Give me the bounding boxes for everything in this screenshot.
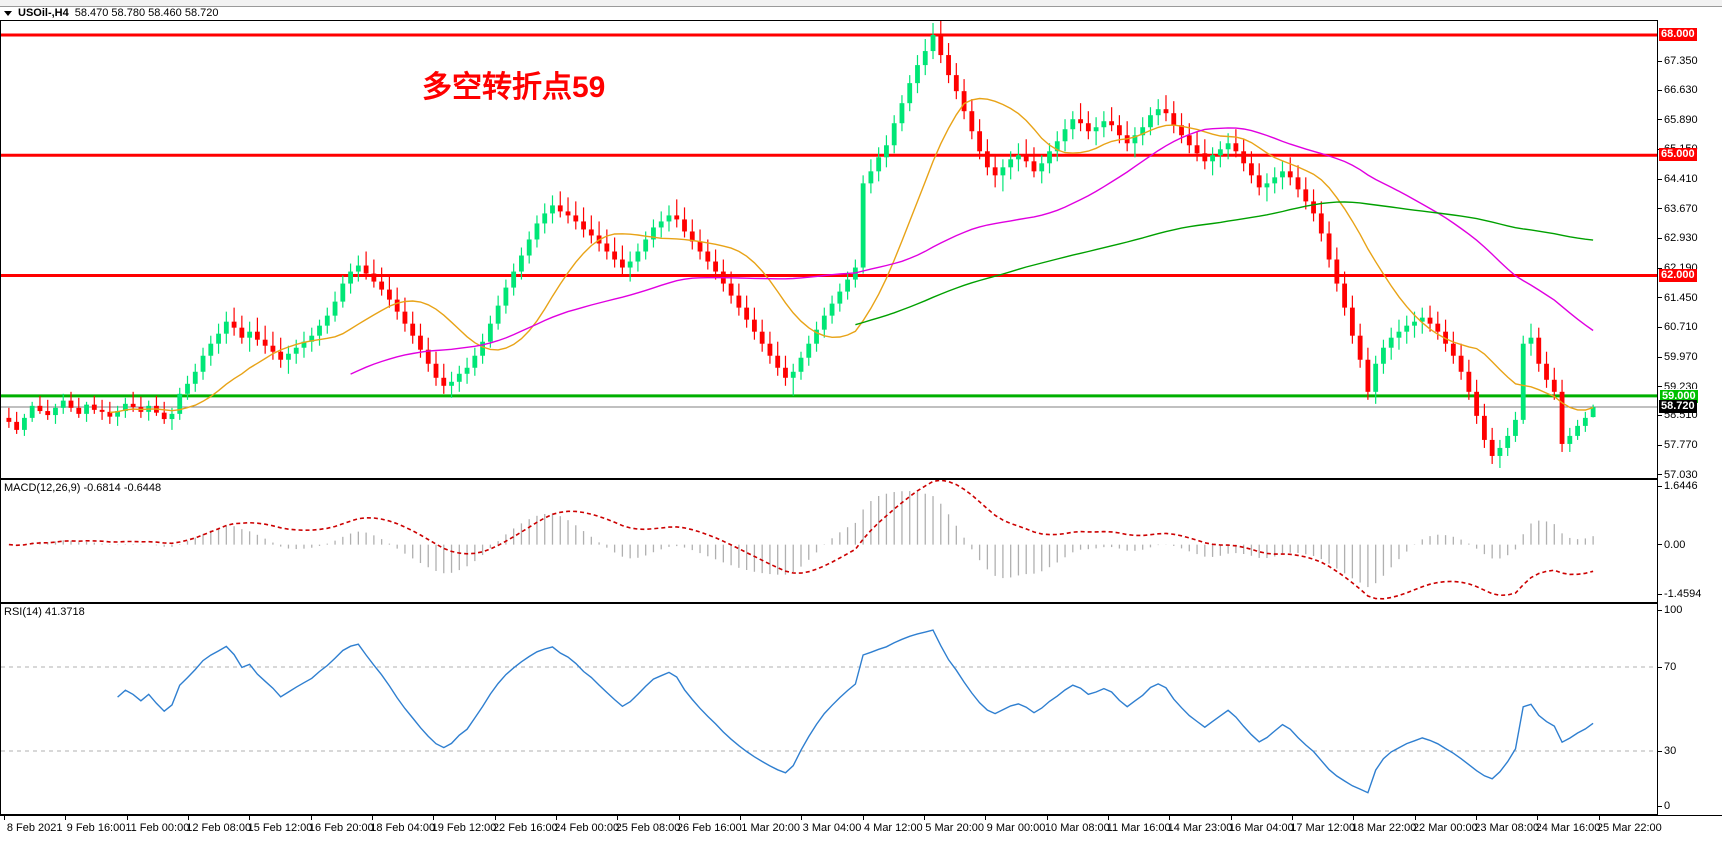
macd-axis: 1.6446 0.00 -1.4594 <box>1658 479 1722 603</box>
time-axis-separator <box>188 816 189 820</box>
rsi-axis-tick: 30 <box>1658 745 1676 757</box>
macd-axis-tick: -1.4594 <box>1658 588 1701 600</box>
time-axis-label: 8 Feb 2021 <box>6 822 63 834</box>
time-axis-label: 16 Mar 04:00 <box>1228 822 1294 834</box>
macd-label: MACD(12,26,9) -0.6814 -0.6448 <box>4 482 162 494</box>
time-axis-separator <box>372 816 373 820</box>
price-axis-tick: 57.770 <box>1658 439 1698 451</box>
price-axis-tick: 57.030 <box>1658 469 1698 481</box>
time-axis-separator <box>494 816 496 820</box>
time-axis-separator <box>126 816 128 820</box>
time-axis-separator <box>1537 816 1539 820</box>
macd-axis-tick: 0.00 <box>1658 539 1685 551</box>
time-axis-label: 14 Mar 23:00 <box>1167 822 1233 834</box>
time-axis-separator <box>617 816 619 820</box>
time-axis-separator <box>556 816 557 820</box>
time-axis-separator <box>1108 816 1109 820</box>
time-axis-label: 15 Feb 12:00 <box>247 822 313 834</box>
time-axis-separator <box>862 816 864 820</box>
time-axis-separator <box>1292 816 1293 820</box>
rsi-canvas <box>1 629 1657 794</box>
triangle-down-icon[interactable] <box>4 10 12 16</box>
symbol-header: USOil-,H4 58.470 58.780 58.460 58.720 <box>0 6 218 20</box>
time-axis-separator <box>740 816 741 820</box>
rsi-axis-tick: 70 <box>1658 661 1676 673</box>
price-axis-tick: 59.970 <box>1658 351 1698 363</box>
macd-canvas <box>8 480 1594 600</box>
time-axis-separator <box>678 816 680 820</box>
time-axis[interactable]: 8 Feb 2021 9 Feb 16:00 11 Feb 00:00 12 Feb … <box>0 815 1722 841</box>
time-axis-label: 24 Feb 00:00 <box>554 822 620 834</box>
time-axis-label: 3 Mar 04:00 <box>802 822 862 834</box>
time-axis-separator <box>249 816 251 820</box>
time-axis-label: 12 Feb 08:00 <box>186 822 252 834</box>
price-level-badge[interactable]: 65.000 <box>1659 148 1697 162</box>
time-axis-label: 9 Mar 00:00 <box>986 822 1046 834</box>
price-axis-tick: 63.670 <box>1658 203 1698 215</box>
time-axis-separator <box>1598 816 1600 820</box>
rsi-axis-tick: 0 <box>1658 800 1670 812</box>
time-axis-label: 22 Mar 00:00 <box>1412 822 1478 834</box>
price-level-badge[interactable]: 62.000 <box>1659 268 1697 282</box>
price-chart-canvas <box>1 21 1657 468</box>
time-axis-label: 16 Feb 20:00 <box>308 822 374 834</box>
time-axis-label: 4 Mar 12:00 <box>863 822 923 834</box>
time-axis-label: 10 Mar 08:00 <box>1044 822 1110 834</box>
price-axis-tick: 62.930 <box>1658 232 1698 244</box>
price-chart-panel[interactable] <box>0 20 1658 479</box>
time-axis-separator <box>4 816 5 820</box>
time-axis-separator <box>65 816 67 820</box>
price-axis-tick: 67.350 <box>1658 55 1698 67</box>
chart-annotation-text: 多空转折点59 <box>422 71 606 104</box>
rsi-label: RSI(14) 41.3718 <box>4 606 85 618</box>
time-axis-label: 26 Feb 16:00 <box>676 822 742 834</box>
time-axis-label: 18 Feb 04:00 <box>370 822 436 834</box>
symbol-label: USOil-,H4 <box>18 7 69 19</box>
time-axis-separator <box>310 816 312 820</box>
time-axis-separator <box>1046 816 1048 820</box>
time-axis-label: 19 Feb 12:00 <box>431 822 497 834</box>
time-axis-label: 1 Mar 20:00 <box>741 822 801 834</box>
current-price-badge: 58.720 <box>1659 400 1697 414</box>
time-axis-separator <box>924 816 925 820</box>
time-axis-label: 18 Mar 22:00 <box>1351 822 1417 834</box>
macd-axis-tick: 1.6446 <box>1658 480 1698 492</box>
time-axis-separator <box>1230 816 1232 820</box>
price-axis-tick: 61.450 <box>1658 292 1698 304</box>
time-axis-separator <box>1414 816 1416 820</box>
rsi-axis-tick: 100 <box>1658 604 1682 616</box>
time-axis-label: 9 Feb 16:00 <box>66 822 126 834</box>
price-axis-tick: 60.710 <box>1658 321 1698 333</box>
time-axis-separator <box>801 816 803 820</box>
time-axis-label: 11 Mar 16:00 <box>1106 822 1171 834</box>
time-axis-label: 17 Mar 12:00 <box>1290 822 1356 834</box>
time-axis-label: 25 Mar 22:00 <box>1596 822 1662 834</box>
price-axis-tick: 65.890 <box>1658 114 1698 126</box>
rsi-axis: 100 70 30 0 <box>1658 603 1722 815</box>
time-axis-separator <box>1353 816 1355 820</box>
macd-panel[interactable] <box>0 479 1658 603</box>
price-axis-tick: 66.630 <box>1658 84 1698 96</box>
price-axis[interactable]: 67.35066.63065.89065.15064.41063.67062.9… <box>1658 20 1722 481</box>
time-axis-label: 5 Mar 20:00 <box>925 822 985 834</box>
window-chrome-strip <box>0 0 1722 7</box>
time-axis-separator <box>985 816 987 820</box>
time-axis-separator <box>433 816 435 820</box>
price-axis-tick: 64.410 <box>1658 173 1698 185</box>
ohlc-values: 58.470 58.780 58.460 58.720 <box>74 7 219 19</box>
rsi-panel[interactable] <box>0 603 1658 815</box>
time-axis-label: 22 Feb 16:00 <box>492 822 558 834</box>
time-axis-label: 23 Mar 08:00 <box>1474 822 1540 834</box>
time-axis-label: 25 Feb 08:00 <box>615 822 681 834</box>
time-axis-label: 24 Mar 16:00 <box>1535 822 1601 834</box>
time-axis-separator <box>1169 816 1171 820</box>
time-axis-label: 11 Feb 00:00 <box>125 822 190 834</box>
price-level-badge[interactable]: 68.000 <box>1659 28 1697 42</box>
time-axis-separator <box>1476 816 1477 820</box>
